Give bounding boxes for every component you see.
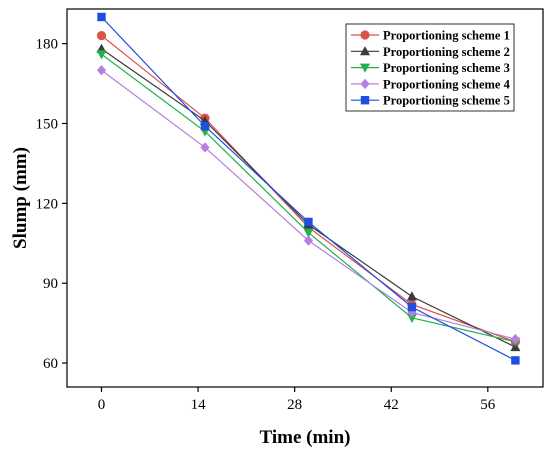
x-tick-label: 28 bbox=[287, 397, 302, 413]
y-tick-label: 60 bbox=[43, 356, 58, 372]
data-point bbox=[511, 356, 520, 365]
data-point bbox=[200, 121, 210, 131]
y-tick-label: 90 bbox=[43, 276, 58, 292]
legend-item: Proportioning scheme 4 bbox=[351, 77, 511, 91]
legend-item: Proportioning scheme 5 bbox=[351, 94, 510, 108]
legend-item: Proportioning scheme 2 bbox=[351, 45, 510, 59]
legend-label: Proportioning scheme 3 bbox=[383, 61, 510, 75]
legend-marker bbox=[360, 96, 370, 105]
legend-label: Proportioning scheme 5 bbox=[383, 94, 510, 108]
legend-marker bbox=[360, 78, 370, 90]
x-axis-ticks: 0 14 28 42 56 bbox=[98, 387, 496, 413]
legend-items: Proportioning scheme 1 Proportioning sche… bbox=[351, 29, 511, 108]
plot-frame bbox=[66, 8, 544, 388]
data-point bbox=[407, 302, 417, 312]
x-tick-label: 0 bbox=[98, 397, 106, 413]
legend-item: Proportioning scheme 3 bbox=[351, 61, 510, 75]
data-point bbox=[303, 228, 314, 238]
y-axis-title: Slump (mm) bbox=[10, 147, 31, 249]
data-point bbox=[97, 12, 106, 22]
data-point bbox=[96, 50, 107, 60]
data-point bbox=[304, 217, 313, 227]
legend-label: Proportioning scheme 4 bbox=[383, 77, 511, 91]
legend-item: Proportioning scheme 1 bbox=[351, 29, 510, 43]
legend-label: Proportioning scheme 2 bbox=[383, 45, 510, 59]
x-tick-label: 42 bbox=[384, 397, 399, 413]
y-tick-label: 120 bbox=[36, 196, 59, 212]
y-axis-ticks: 60 90 120 150 180 bbox=[36, 37, 67, 372]
data-point bbox=[96, 65, 107, 76]
y-tick-label: 180 bbox=[36, 37, 59, 53]
series-5 bbox=[97, 12, 520, 365]
data-point bbox=[96, 31, 107, 41]
legend-marker bbox=[360, 46, 370, 56]
data-point bbox=[510, 333, 521, 345]
data-point bbox=[406, 291, 417, 301]
y-tick-label: 150 bbox=[36, 116, 59, 132]
x-tick-label: 14 bbox=[191, 397, 207, 413]
legend-marker bbox=[360, 30, 370, 40]
data-point bbox=[303, 235, 314, 246]
x-axis-title: Time (min) bbox=[260, 427, 351, 448]
data-point bbox=[406, 313, 417, 323]
x-tick-label: 56 bbox=[480, 397, 496, 413]
legend-marker bbox=[360, 63, 370, 73]
series-group bbox=[96, 12, 521, 365]
legend: Proportioning scheme 1 Proportioning sche… bbox=[345, 23, 515, 112]
legend-label: Proportioning scheme 1 bbox=[383, 29, 510, 43]
data-point bbox=[200, 142, 210, 153]
